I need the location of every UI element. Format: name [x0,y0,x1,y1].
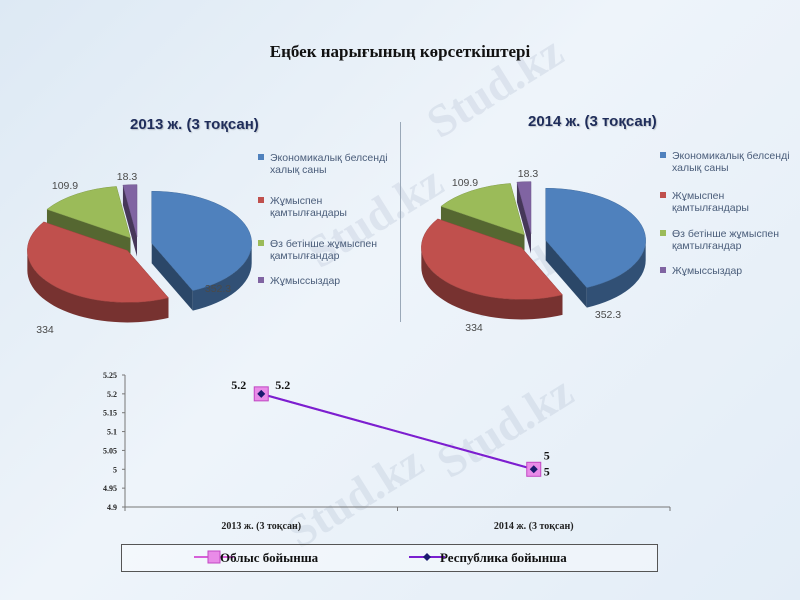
pie-slice-self-employed [440,183,525,236]
legend-label: Жұмыспен қамтылғандары [270,195,347,219]
legend-item-economic: Экономикалық белсенді халық саны [660,150,800,174]
legend-label: Экономикалық белсенді халық саны [672,150,790,174]
data-point-respublika [257,389,266,398]
legend-label: Экономикалық белсенді халық саны [270,152,388,176]
pie-value-label: 334 [465,322,483,334]
pie-slice-self-employed [46,186,131,239]
pie-slice-wall [122,185,138,257]
x-tick-label: 2013 ж. (3 тоқсан) [221,521,301,532]
pie-slice-employed [27,221,169,303]
pie-slice-side [192,243,252,311]
data-point-respublika [529,465,538,474]
legend-2014: Экономикалық белсенді халық саны Жұмыспе… [660,150,800,287]
legend-swatch [258,240,264,246]
pie-value-label: 18.3 [117,171,138,183]
pie-slice-unemployed [122,184,138,237]
pie-slice-economic [151,190,252,291]
legend-swatch [258,197,264,203]
pie-slice-side [586,240,646,308]
page-title: Еңбек нарығының көрсеткіштері [269,42,531,61]
legend-item-economic: Экономикалық белсенді халық саны [258,152,400,176]
data-label-oblys: 5 [544,448,550,462]
pie-2014: 352.3 334 109.9 18.3 [421,168,646,334]
pie-divider [400,122,401,322]
pie-2013: 352.3 334 109.9 18.3 [27,171,252,336]
pie-slice-side [421,247,563,320]
legend-label: Жұмыссыздар [672,265,743,277]
pie-value-label: 352.3 [595,309,621,321]
legend-swatch [660,230,666,236]
series-line-respublika [260,392,535,471]
legend-label: Өз бетінше жұмыспен қамтылғандар [672,228,780,252]
pie-slice-wall [516,182,532,254]
pie-title-2014: 2014 ж. (3 тоқсан) [528,113,657,130]
y-tick-label: 5 [113,465,117,474]
legend-item-self-employed: Өз бетінше жұмыспен қамтылғандар [660,228,800,252]
pie-slice-employed [421,218,563,300]
legend-2013: Экономикалық белсенді халық саны Жұмыспе… [258,152,400,297]
legend-marker-respublika [409,553,445,561]
y-tick-label: 5.1 [107,428,117,437]
legend-swatch [660,192,666,198]
legend-label: Жұмыссыздар [270,275,341,287]
legend-item-unemployed: Жұмыссыздар [258,275,400,287]
pie-slice-wall [151,243,193,311]
legend-swatch [660,267,666,273]
legend-swatch [660,152,666,158]
pie-slice-unemployed [516,181,532,234]
pie-value-label: 352.3 [205,283,231,295]
y-tick-label: 5.15 [103,409,117,418]
data-label-respublika: 5 [544,464,550,478]
legend-label: Өз бетінше жұмыспен қамтылғандар [270,238,378,262]
pie-title-2013: 2013 ж. (3 тоқсан) [130,116,259,133]
legend-label-respublika: Республика бойынша [440,550,567,565]
y-tick-label: 5.25 [103,371,117,380]
pie-value-label: 109.9 [52,180,78,192]
pie-value-label: 18.3 [518,168,539,180]
y-tick-label: 4.9 [107,503,117,512]
line-legend: Облыс бойынша Республика бойынша [121,544,658,572]
legend-swatch [258,277,264,283]
legend-item-employed: Жұмыспен қамтылғандары [258,195,400,219]
pie-slice-side [27,250,169,323]
legend-marker-oblys [194,550,234,564]
legend-item-self-employed: Өз бетінше жұмыспен қамтылғандар [258,238,400,262]
x-tick-label: 2014 ж. (3 тоқсан) [494,521,574,532]
y-tick-label: 5.05 [103,446,117,455]
pie-slice-economic [545,187,646,288]
y-tick-label: 4.95 [103,484,117,493]
pie-value-label: 109.9 [452,177,478,189]
data-label-respublika: 5.2 [275,378,290,392]
data-label-oblys: 5.2 [231,378,246,392]
legend-label-oblys: Облыс бойынша [220,550,319,565]
legend-label: Жұмыспен қамтылғандары [672,190,749,214]
pie-slice-wall [545,240,587,308]
pie-value-label: 334 [36,324,54,336]
pie-charts: 352.3 334 109.9 18.3 352.3 334 109.9 18.3 [27,168,646,336]
legend-swatch [258,154,264,160]
y-tick-label: 5.2 [107,390,117,399]
legend-item-unemployed: Жұмыссыздар [660,265,800,277]
legend-item-employed: Жұмыспен қамтылғандары [660,190,800,214]
